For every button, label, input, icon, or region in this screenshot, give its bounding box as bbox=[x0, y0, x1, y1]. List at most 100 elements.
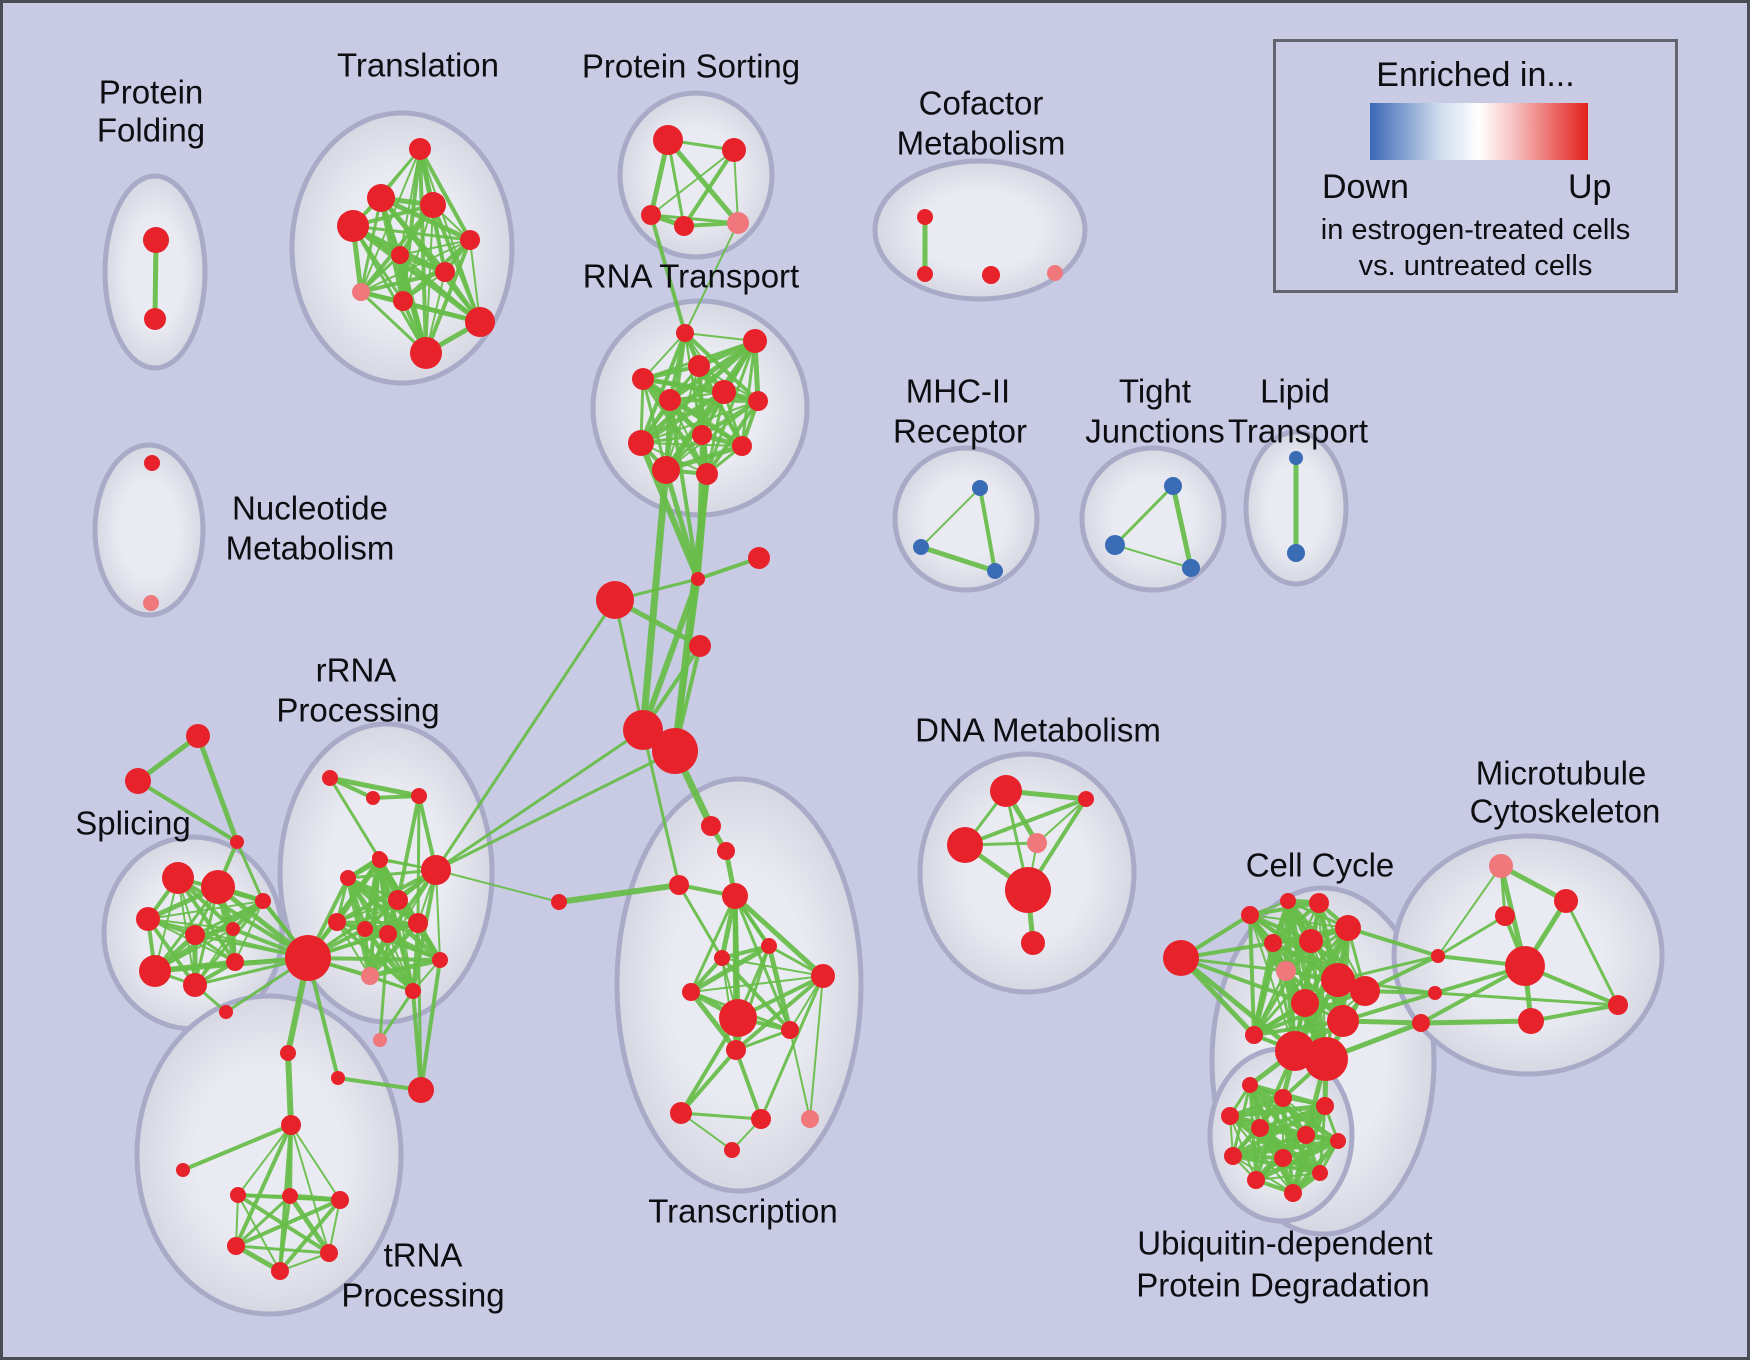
network-node bbox=[1335, 915, 1361, 941]
network-edge bbox=[237, 1194, 281, 1272]
cluster-label-splicing: Splicing bbox=[75, 805, 191, 842]
network-node bbox=[340, 870, 356, 886]
network-edge bbox=[639, 466, 670, 734]
network-edge bbox=[334, 857, 383, 925]
network-node bbox=[696, 463, 718, 485]
network-edge bbox=[1255, 1172, 1321, 1181]
network-edge bbox=[360, 239, 471, 293]
network-node bbox=[653, 125, 683, 155]
network-node bbox=[913, 539, 929, 555]
network-node bbox=[1224, 1147, 1242, 1165]
network-node bbox=[136, 907, 160, 931]
network-node bbox=[1105, 535, 1125, 555]
network-edge bbox=[234, 1123, 293, 1248]
network-edge bbox=[278, 1194, 292, 1273]
network-node bbox=[1327, 1005, 1359, 1037]
network-node bbox=[285, 935, 331, 981]
network-edge bbox=[1114, 544, 1192, 569]
network-node bbox=[714, 950, 730, 966]
network-node bbox=[1297, 1126, 1315, 1144]
network-node bbox=[1309, 893, 1329, 913]
network-node bbox=[280, 1045, 296, 1061]
cluster-label-tight-junctions: Tight bbox=[1119, 373, 1191, 410]
legend-caption-line1: in estrogen-treated cells bbox=[1320, 214, 1631, 246]
network-edge bbox=[663, 467, 701, 582]
network-node bbox=[1247, 1171, 1265, 1189]
network-edge bbox=[640, 576, 701, 733]
cluster-label-microtubule-cytoskeleton: Microtubule bbox=[1476, 755, 1647, 792]
network-node bbox=[388, 890, 408, 910]
network-edge bbox=[668, 398, 700, 581]
network-node bbox=[674, 216, 694, 236]
network-node bbox=[372, 852, 388, 868]
network-node bbox=[357, 921, 373, 937]
network-edge bbox=[399, 239, 471, 256]
network-edge bbox=[195, 733, 240, 845]
network-node bbox=[405, 983, 421, 999]
network-node bbox=[410, 337, 442, 369]
network-node bbox=[1163, 940, 1199, 976]
network-node bbox=[143, 595, 159, 611]
network-node bbox=[751, 1109, 771, 1129]
network-node bbox=[331, 1071, 345, 1085]
network-edge bbox=[682, 148, 736, 228]
network-node bbox=[186, 724, 210, 748]
network-edge bbox=[287, 1193, 332, 1256]
network-edge bbox=[398, 253, 482, 324]
cluster-label-dna-metabolism: DNA Metabolism bbox=[915, 712, 1161, 749]
network-node bbox=[144, 308, 166, 330]
network-edge bbox=[278, 1198, 342, 1273]
network-node bbox=[669, 875, 689, 895]
network-node bbox=[1350, 976, 1380, 1006]
network-edge bbox=[362, 926, 416, 994]
network-edge bbox=[434, 728, 645, 872]
cluster-label-nucleotide-metabolism: Metabolism bbox=[226, 530, 395, 567]
network-edge bbox=[416, 794, 421, 925]
network-edge bbox=[359, 270, 447, 294]
network-edge bbox=[335, 920, 415, 993]
cluster-label-ubiquitin-degradation: Protein Degradation bbox=[1136, 1267, 1430, 1304]
network-node bbox=[732, 436, 752, 456]
network-node bbox=[652, 728, 698, 774]
network-node bbox=[1280, 893, 1296, 909]
network-edge bbox=[705, 399, 760, 476]
network-edge bbox=[290, 1124, 341, 1201]
network-edge bbox=[789, 1029, 811, 1120]
network-edge bbox=[435, 869, 441, 961]
cluster-label-protein-folding: Folding bbox=[97, 112, 205, 149]
network-node bbox=[352, 283, 370, 301]
network-edge bbox=[734, 974, 825, 1052]
network-edge bbox=[234, 1194, 292, 1248]
network-node bbox=[125, 768, 151, 794]
network-edge bbox=[235, 840, 265, 903]
network-node bbox=[811, 964, 835, 988]
cluster-label-rrna-processing: rRNA bbox=[316, 652, 397, 689]
network-node bbox=[435, 262, 455, 282]
network-edge bbox=[677, 883, 724, 960]
network-node bbox=[282, 1188, 298, 1204]
network-edge bbox=[613, 598, 645, 732]
network-edge bbox=[733, 149, 739, 224]
network-node bbox=[1608, 995, 1628, 1015]
network-edge bbox=[237, 1124, 292, 1196]
network-node bbox=[1027, 833, 1047, 853]
network-node bbox=[676, 324, 694, 342]
network-node bbox=[1316, 1097, 1334, 1115]
network-node bbox=[1284, 1184, 1302, 1202]
network-edge bbox=[641, 728, 681, 887]
network-edge bbox=[336, 1076, 423, 1092]
network-node bbox=[409, 138, 431, 160]
network-edge bbox=[418, 147, 472, 242]
network-edge bbox=[759, 974, 825, 1121]
network-edge bbox=[416, 921, 423, 1092]
network-node bbox=[623, 710, 663, 750]
network-node bbox=[143, 227, 169, 253]
network-edge bbox=[650, 149, 735, 216]
network-node bbox=[144, 455, 160, 471]
network-edge bbox=[234, 1198, 342, 1248]
network-edge bbox=[640, 400, 759, 444]
network-node bbox=[632, 368, 654, 390]
network-edge bbox=[1253, 1138, 1341, 1183]
